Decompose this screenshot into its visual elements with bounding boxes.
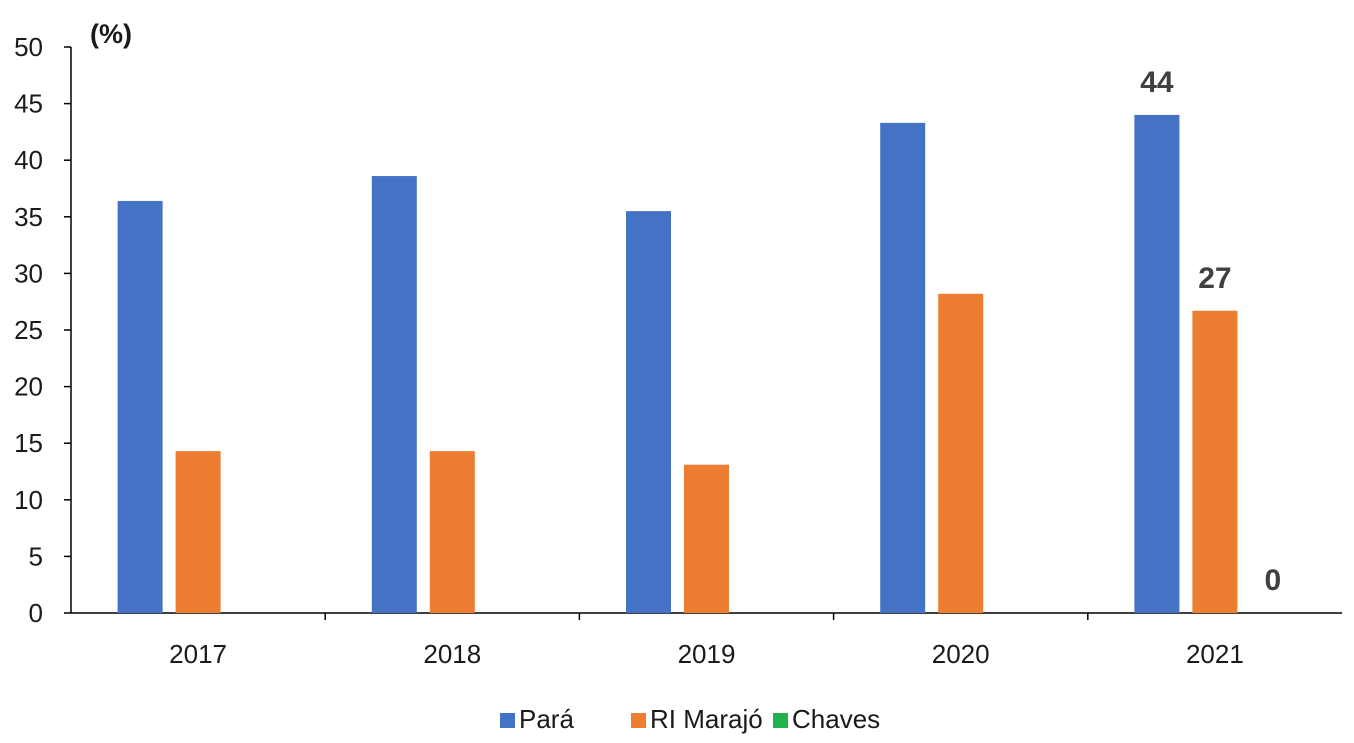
bar: [175, 451, 221, 613]
bar: [684, 464, 729, 613]
y-tick-label: 25: [14, 315, 43, 345]
y-tick-label: 40: [14, 145, 43, 175]
y-tick-label: 5: [29, 541, 43, 571]
axes: 0 5 10 15 20 25 30 35 40 45 50 (%) 2017 2018 2019 2020 2…: [14, 19, 1342, 669]
y-tick-label: 50: [14, 32, 43, 62]
x-tick-label: 2018: [423, 639, 481, 669]
y-tick-label: 10: [14, 485, 43, 515]
x-tick-label: 2021: [1186, 639, 1244, 669]
bars: [117, 114, 1238, 614]
data-label: 44: [1140, 66, 1174, 99]
x-tick-label: 2020: [932, 639, 990, 669]
x-tick-label: 2017: [169, 639, 227, 669]
y-tick-label: 45: [14, 89, 43, 119]
data-label: 0: [1265, 564, 1282, 597]
y-tick-label: 30: [14, 258, 43, 288]
bar: [1134, 114, 1180, 614]
y-tick-label: 20: [14, 372, 43, 402]
bar: [117, 200, 163, 613]
bar: [880, 122, 926, 614]
y-tick-label: 15: [14, 428, 43, 458]
legend-swatch: [500, 713, 515, 728]
data-label: 27: [1198, 262, 1231, 295]
bar: [938, 293, 984, 613]
legend-swatch: [631, 713, 646, 728]
y-axis-unit-label: (%): [90, 19, 132, 49]
y-tick-label: 35: [14, 202, 43, 232]
bar: [1192, 310, 1238, 613]
data-labels: 44 27 0: [1140, 66, 1281, 597]
x-tick-label: 2019: [678, 639, 736, 669]
bar: [626, 211, 671, 613]
legend-label: Chaves: [792, 704, 880, 734]
bar: [371, 176, 417, 613]
y-tick-label: 0: [29, 598, 43, 628]
legend-label: Pará: [519, 704, 574, 734]
legend-swatch: [773, 713, 788, 728]
legend-label: RI Marajó: [650, 704, 763, 734]
legend: Pará RI Marajó Chaves: [500, 704, 880, 734]
bar: [429, 451, 475, 613]
